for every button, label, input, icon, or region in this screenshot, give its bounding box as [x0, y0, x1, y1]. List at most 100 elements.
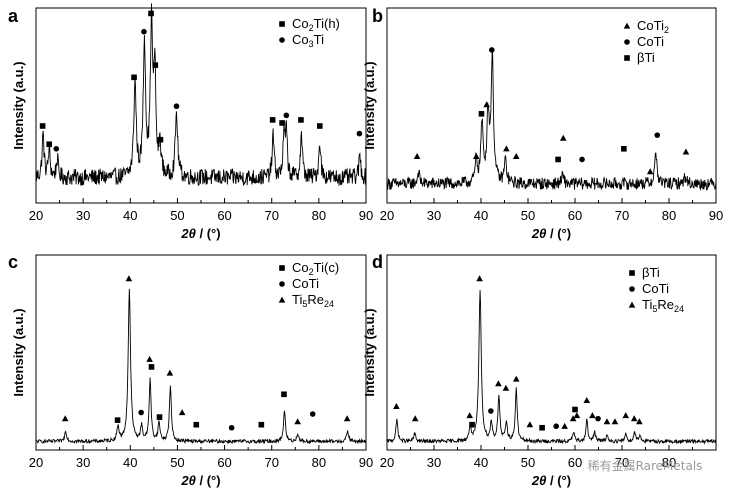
legend-entry-base: CoTi	[292, 276, 319, 291]
legend-entry-base: CoTi	[637, 18, 664, 33]
legend-entry-base: Co	[292, 260, 309, 275]
legend-entry-subscript: 2	[309, 267, 314, 277]
phase-marker-triangle	[343, 415, 351, 422]
phase-marker-square	[114, 417, 121, 423]
legend-entry-subscript: 3	[309, 39, 314, 49]
panel-c: 20 30 40 50 60 70 80 90 2θ / (°) Intensity (a.u.)…	[8, 252, 373, 488]
x-tick-label: 60	[568, 208, 582, 223]
x-tick-label: 30	[76, 455, 90, 470]
phase-marker-square	[152, 62, 159, 68]
x-axis-symbol: 2θ	[531, 473, 546, 488]
legend-entry-subscript: 2	[664, 25, 669, 35]
phase-marker-triangle	[393, 403, 400, 410]
legend-marker-triangle	[628, 301, 636, 308]
legend-entry-rest: Ti(h)	[314, 16, 340, 31]
x-axis-unit: / (°)	[546, 226, 571, 241]
legend-marker-square	[624, 55, 630, 61]
legend-entry: βTi	[637, 50, 655, 65]
x-axis-label: 2θ / (°)	[180, 473, 220, 488]
y-axis-label: Intensity (a.u.)	[11, 61, 26, 149]
legend-entry: CoTi	[637, 34, 664, 49]
x-tick-label: 30	[427, 455, 441, 470]
legend-entry-base: βTi	[637, 50, 655, 65]
x-tick-label: 60	[217, 208, 231, 223]
phase-marker-square	[193, 421, 200, 428]
legend-entry-base: CoTi	[642, 281, 669, 296]
x-axis-label: 2θ / (°)	[531, 226, 571, 241]
legend-entry-base: Co	[292, 16, 309, 31]
phase-marker-triangle	[646, 168, 654, 175]
phase-marker-triangle	[622, 412, 630, 419]
phase-marker-square	[621, 146, 627, 152]
x-tick-label: 60	[568, 455, 582, 470]
xrd-pattern-line-b	[386, 47, 717, 191]
x-tick-label: 30	[427, 208, 441, 223]
legend-entry-subscript: 24	[324, 299, 334, 309]
phase-marker-triangle	[146, 355, 153, 362]
legend-entry-rest: Ti(c)	[314, 260, 340, 275]
xrd-pattern-line-c	[35, 288, 367, 445]
x-tick-label: 80	[312, 208, 326, 223]
legend-entry: CoTi2	[637, 18, 669, 35]
legend-entry: Co3Ti	[292, 32, 324, 49]
legend-entry: Co2Ti(h)	[292, 16, 340, 33]
x-axis-unit: / (°)	[196, 473, 221, 488]
x-tick-label: 30	[76, 208, 90, 223]
phase-marker-triangle	[503, 145, 510, 152]
panel-a: 20 30 40 50 60 70 80 90 2θ / (°) Intensity (a.u.)…	[8, 3, 373, 241]
plot-frame-b	[386, 7, 717, 204]
x-tick-label: 60	[217, 455, 231, 470]
phase-marker-circle	[228, 424, 235, 431]
legend-marker-circle	[629, 286, 635, 292]
x-tick-label: 90	[359, 208, 373, 223]
phase-marker-triangle	[413, 153, 421, 160]
x-axis-symbol: 2θ	[531, 226, 546, 241]
phase-marker-circle	[53, 146, 60, 152]
watermark-text: 稀有金属RareMetals	[588, 458, 703, 473]
panel-d: 20 30 40 50 60 70 80 2θ / (°) Intensity (a.u.) d β…	[362, 252, 717, 488]
phase-marker-circle	[356, 130, 363, 137]
legend-entry-rest: Re	[657, 297, 674, 312]
phase-marker-circle	[489, 47, 495, 53]
phase-marker-circle	[595, 415, 601, 422]
phase-marker-triangle	[61, 415, 69, 422]
phase-marker-triangle	[512, 375, 520, 382]
phase-marker-square	[281, 391, 287, 398]
x-tick-label: 20	[380, 208, 394, 223]
phase-marker-triangle	[166, 369, 174, 376]
x-tick-label: 50	[521, 208, 535, 223]
phase-marker-triangle	[466, 412, 474, 419]
phase-marker-triangle	[526, 421, 534, 428]
phase-marker-triangle	[611, 418, 619, 425]
legend-entry-subscript: 2	[309, 23, 314, 33]
legend-entry-base: Ti	[292, 292, 302, 307]
x-tick-label: 80	[662, 208, 676, 223]
legend-marker-circle	[279, 37, 285, 43]
xrd-pattern-line-d	[386, 290, 717, 445]
x-axis-label: 2θ / (°)	[180, 226, 220, 241]
phase-marker-triangle	[294, 418, 301, 425]
x-tick-label: 70	[615, 455, 629, 470]
x-tick-label: 50	[521, 455, 535, 470]
phase-marker-triangle	[569, 415, 577, 422]
x-tick-label: 80	[312, 455, 326, 470]
phase-marker-square	[469, 421, 475, 428]
phase-marker-square	[39, 123, 46, 129]
legend-entry: CoTi	[642, 281, 669, 296]
phase-marker-square	[131, 74, 137, 81]
x-tick-label: 20	[29, 455, 43, 470]
x-tick-label: 20	[380, 455, 394, 470]
legend-marker-square	[279, 265, 285, 271]
phase-marker-square	[279, 120, 285, 126]
legend-entry-subscript: 5	[652, 304, 657, 314]
legend-marker-triangle	[278, 296, 286, 303]
legend-entry-subscript: 5	[302, 299, 307, 309]
x-tick-label: 90	[709, 208, 723, 223]
legend-marker-triangle	[623, 22, 631, 29]
x-axis-label: 2θ / (°)	[531, 473, 571, 488]
legend-marker-square	[279, 21, 285, 27]
phase-marker-circle	[654, 132, 661, 138]
